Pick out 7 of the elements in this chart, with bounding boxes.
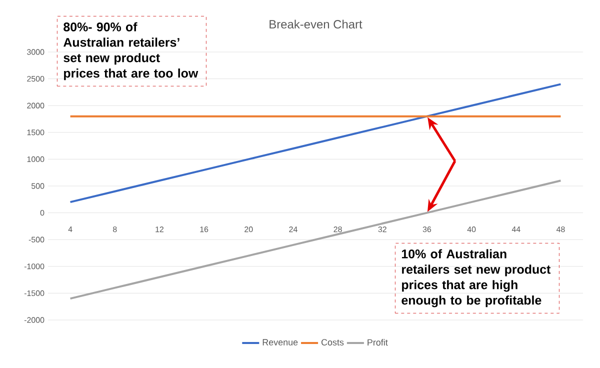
legend-label: Profit <box>368 339 388 346</box>
legend-label: Costs <box>321 339 344 346</box>
legend-label: Revenue <box>262 339 298 346</box>
annotation: 10% of Australian retailers set new product prices that are high enough to be profitable <box>402 249 551 308</box>
line-series <box>69 83 562 204</box>
annotation: 80%- 90% of Australian retailers’ set new product prices that are too low <box>64 22 198 80</box>
chart-title: Break-even Chart <box>270 20 362 28</box>
